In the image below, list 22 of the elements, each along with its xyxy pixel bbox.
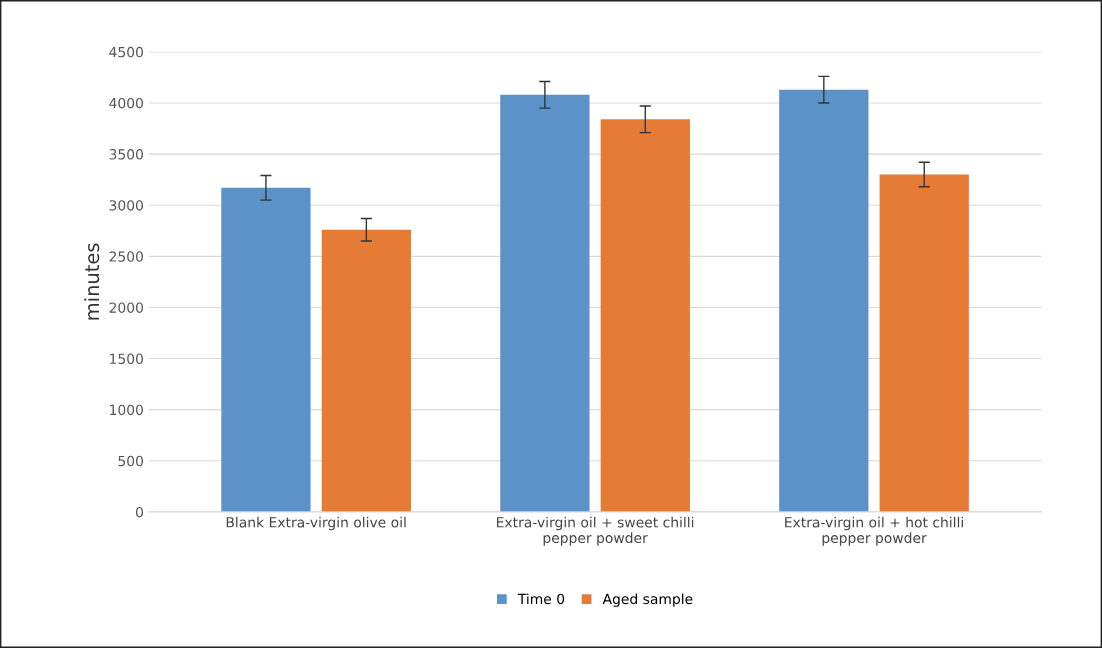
x-tick-label: Blank Extra-virgin olive oil	[226, 516, 406, 531]
y-tick-label: 1000	[110, 404, 143, 416]
bar	[321, 229, 411, 512]
y-axis-title: minutes	[84, 243, 100, 320]
y-tick-label: 1500	[110, 353, 143, 365]
y-tick-label: 3500	[109, 149, 143, 160]
x-tick-label: Extra-virgin oil + sweet chilli pepper powder	[497, 516, 694, 546]
y-tick-label: 4500	[109, 46, 143, 58]
y-tick-label: 2000	[109, 302, 143, 313]
bar	[221, 187, 311, 512]
y-tick-label: 4000	[109, 97, 143, 109]
y-tick-label: 500	[118, 455, 143, 467]
bar	[600, 119, 690, 512]
bar	[779, 89, 869, 512]
y-tick-label: 2500	[109, 251, 143, 262]
y-tick-label: 0	[135, 506, 143, 518]
legend-label: Time 0	[517, 593, 565, 605]
bar	[500, 94, 590, 512]
bar	[879, 174, 969, 512]
legend-label: Aged sample	[602, 593, 693, 607]
y-tick-label: 3000	[109, 200, 143, 211]
x-tick-label: Extra-virgin oil + hot chilli pepper powder	[785, 516, 963, 546]
